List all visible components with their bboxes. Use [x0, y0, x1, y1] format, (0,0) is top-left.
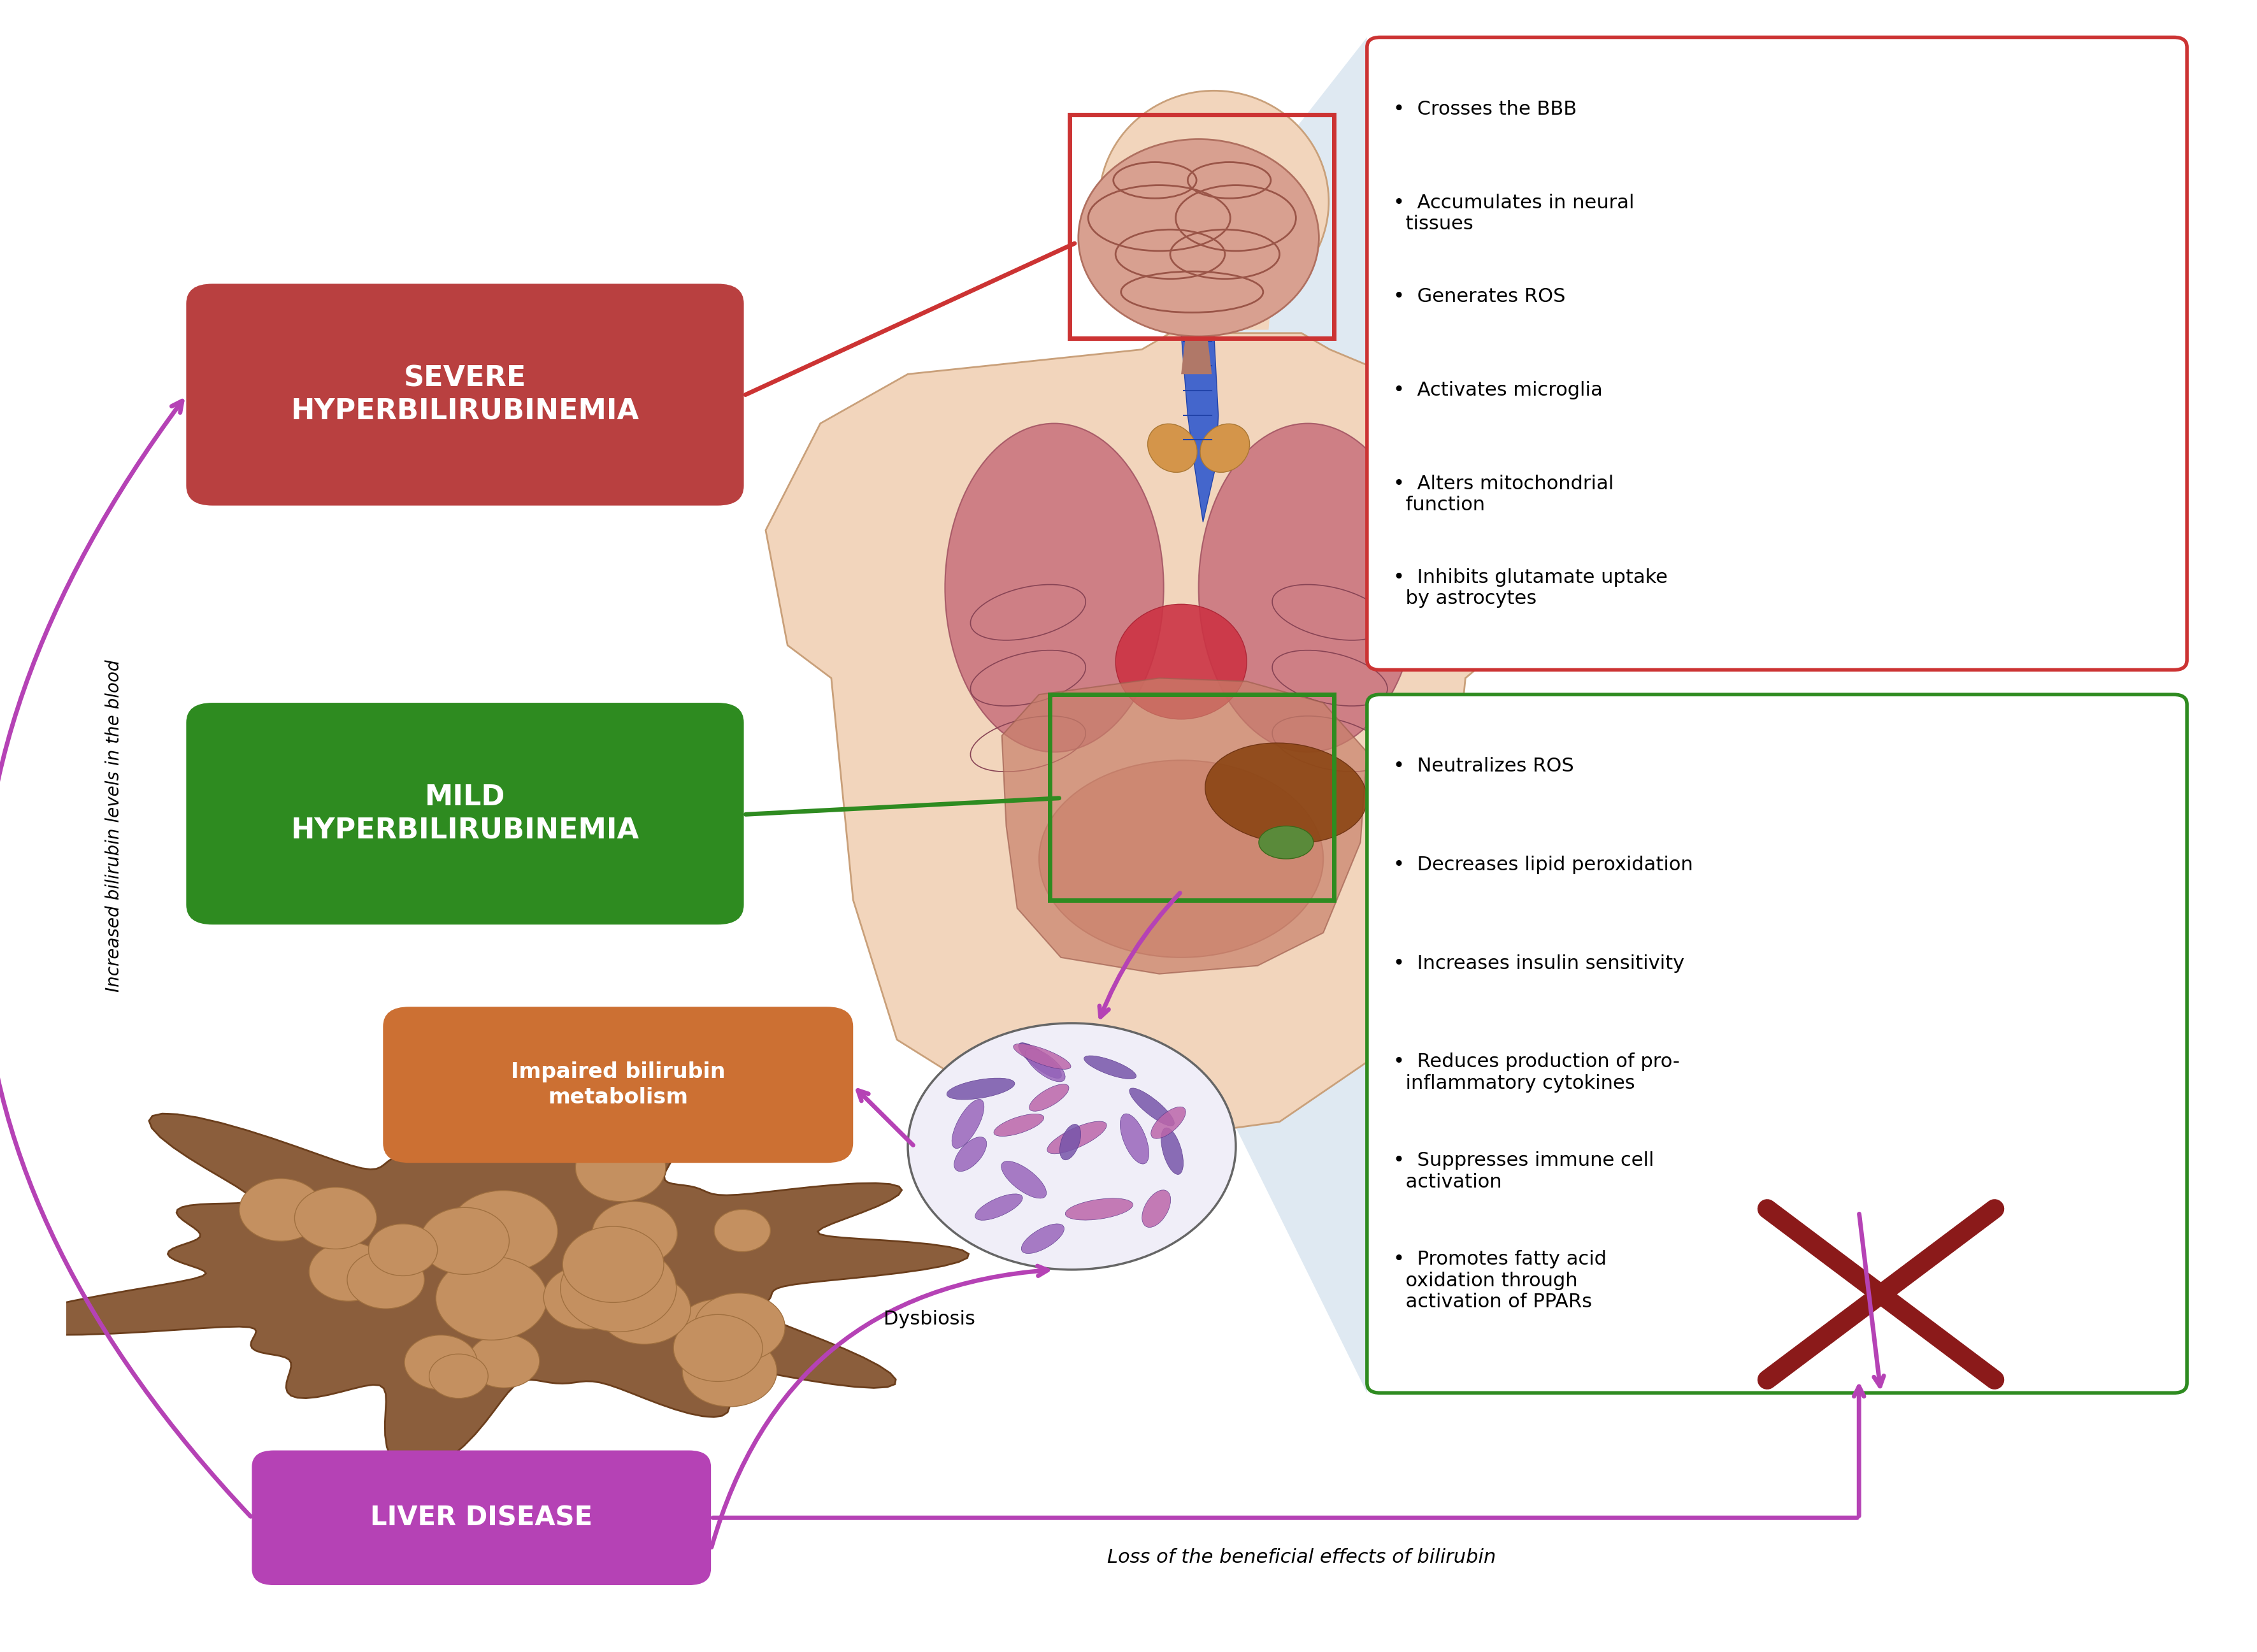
Circle shape	[404, 1335, 476, 1389]
Ellipse shape	[1013, 1044, 1070, 1069]
Circle shape	[591, 1201, 677, 1265]
Text: •  Accumulates in neural
  tissues: • Accumulates in neural tissues	[1393, 193, 1634, 233]
Ellipse shape	[946, 423, 1165, 752]
Polygon shape	[1002, 677, 1368, 975]
Circle shape	[713, 1209, 770, 1252]
Circle shape	[436, 1257, 546, 1340]
FancyBboxPatch shape	[253, 1450, 711, 1586]
Polygon shape	[1156, 276, 1273, 330]
Circle shape	[907, 1023, 1237, 1270]
Ellipse shape	[1142, 1189, 1171, 1227]
Polygon shape	[0, 1084, 968, 1472]
FancyBboxPatch shape	[1368, 38, 2187, 671]
Circle shape	[467, 1335, 539, 1388]
Circle shape	[560, 1244, 677, 1332]
Ellipse shape	[1038, 760, 1323, 958]
FancyBboxPatch shape	[1368, 694, 2187, 1393]
Polygon shape	[1180, 334, 1219, 522]
Ellipse shape	[1147, 425, 1196, 472]
Ellipse shape	[975, 1194, 1022, 1221]
Ellipse shape	[1198, 423, 1417, 752]
Circle shape	[348, 1251, 424, 1308]
Polygon shape	[1226, 694, 1368, 1393]
Circle shape	[677, 1298, 761, 1363]
Ellipse shape	[1029, 1084, 1070, 1112]
Circle shape	[695, 1294, 785, 1361]
Ellipse shape	[955, 1137, 986, 1171]
Text: •  Alters mitochondrial
  function: • Alters mitochondrial function	[1393, 474, 1614, 514]
Ellipse shape	[1160, 1128, 1183, 1175]
Ellipse shape	[1259, 826, 1314, 859]
Text: •  Reduces production of pro-
  inflammatory cytokines: • Reduces production of pro- inflammator…	[1393, 1052, 1679, 1092]
Ellipse shape	[1205, 743, 1368, 844]
Circle shape	[368, 1224, 438, 1275]
Circle shape	[562, 1226, 664, 1302]
Polygon shape	[765, 334, 1526, 1138]
Circle shape	[598, 1275, 691, 1345]
Text: •  Activates microglia: • Activates microglia	[1393, 380, 1602, 400]
FancyBboxPatch shape	[187, 702, 745, 925]
Ellipse shape	[946, 1079, 1016, 1100]
Text: •  Increases insulin sensitivity: • Increases insulin sensitivity	[1393, 955, 1684, 973]
Text: Loss of the beneficial effects of bilirubin: Loss of the beneficial effects of biliru…	[1106, 1548, 1496, 1566]
Text: Increased bilirubin levels in the blood: Increased bilirubin levels in the blood	[106, 659, 122, 993]
Ellipse shape	[993, 1113, 1045, 1137]
Text: Dysbiosis: Dysbiosis	[885, 1310, 975, 1328]
Text: •  Promotes fatty acid
  oxidation through
  activation of PPARs: • Promotes fatty acid oxidation through …	[1393, 1251, 1607, 1312]
Text: •  Inhibits glutamate uptake
  by astrocytes: • Inhibits glutamate uptake by astrocyte…	[1393, 568, 1668, 608]
Ellipse shape	[1079, 139, 1318, 337]
Ellipse shape	[1083, 1056, 1135, 1079]
Text: •  Crosses the BBB: • Crosses the BBB	[1393, 99, 1578, 119]
Text: •  Neutralizes ROS: • Neutralizes ROS	[1393, 757, 1573, 775]
Circle shape	[420, 1208, 510, 1274]
Circle shape	[239, 1178, 323, 1241]
Circle shape	[449, 1191, 557, 1272]
Text: Impaired bilirubin
metabolism: Impaired bilirubin metabolism	[510, 1062, 724, 1108]
Text: •  Decreases lipid peroxidation: • Decreases lipid peroxidation	[1393, 856, 1693, 874]
Circle shape	[296, 1188, 377, 1249]
Circle shape	[673, 1315, 763, 1381]
Text: •  Generates ROS: • Generates ROS	[1393, 287, 1566, 306]
Circle shape	[682, 1335, 776, 1406]
Ellipse shape	[952, 1099, 984, 1148]
Ellipse shape	[1022, 1224, 1063, 1254]
Text: LIVER DISEASE: LIVER DISEASE	[370, 1505, 594, 1531]
Polygon shape	[1180, 337, 1212, 373]
Ellipse shape	[1065, 1198, 1133, 1221]
Ellipse shape	[1099, 91, 1329, 312]
Text: MILD
HYPERBILIRUBINEMIA: MILD HYPERBILIRUBINEMIA	[291, 783, 639, 844]
Ellipse shape	[1119, 1113, 1149, 1165]
Ellipse shape	[1115, 605, 1246, 719]
Polygon shape	[1192, 38, 1368, 671]
Circle shape	[544, 1265, 627, 1330]
Text: •  Suppresses immune cell
  activation: • Suppresses immune cell activation	[1393, 1151, 1654, 1191]
Ellipse shape	[1047, 1122, 1106, 1153]
Circle shape	[576, 1133, 666, 1201]
Text: SEVERE
HYPERBILIRUBINEMIA: SEVERE HYPERBILIRUBINEMIA	[291, 365, 639, 425]
Ellipse shape	[1025, 1049, 1065, 1082]
Circle shape	[309, 1242, 388, 1302]
Circle shape	[429, 1355, 488, 1398]
Ellipse shape	[1018, 1042, 1061, 1079]
Ellipse shape	[1128, 1089, 1174, 1127]
FancyBboxPatch shape	[187, 284, 745, 506]
Ellipse shape	[1061, 1125, 1081, 1160]
Ellipse shape	[1201, 425, 1250, 472]
Ellipse shape	[1002, 1161, 1047, 1198]
FancyBboxPatch shape	[384, 1006, 853, 1163]
Ellipse shape	[1151, 1107, 1185, 1138]
